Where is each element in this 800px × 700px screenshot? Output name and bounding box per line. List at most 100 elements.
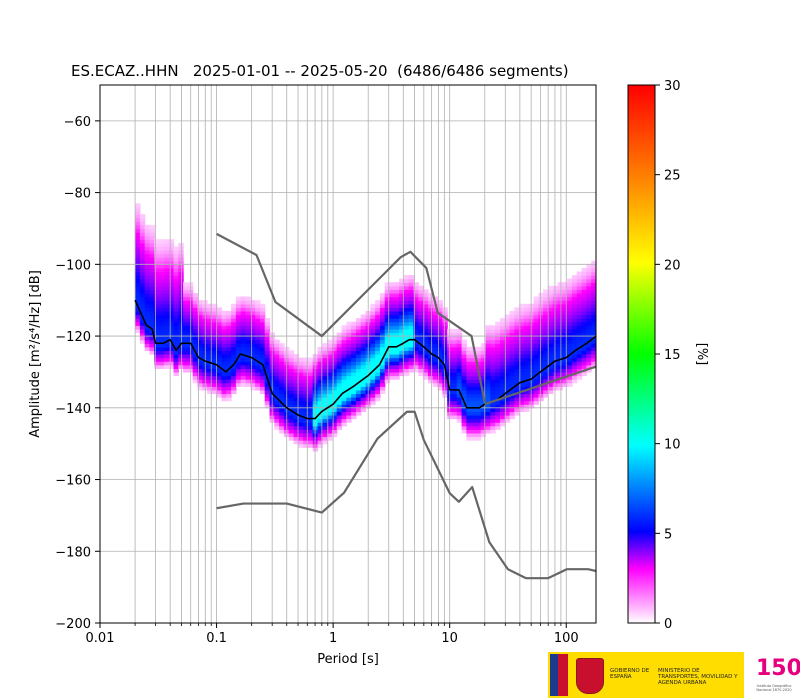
heat-cell <box>250 300 256 305</box>
heat-cell <box>509 346 515 352</box>
heat-cell <box>514 400 520 405</box>
heat-cell <box>245 368 251 373</box>
heat-cell <box>245 318 251 323</box>
heat-cell <box>591 275 596 280</box>
heat-cell <box>250 328 256 334</box>
heat-cell <box>413 350 419 355</box>
heat-cell <box>178 346 184 352</box>
heat-cell <box>552 293 559 298</box>
heat-cell <box>336 361 343 366</box>
heat-cell <box>331 375 338 380</box>
heat-cell <box>192 328 199 334</box>
heat-cell <box>514 350 520 355</box>
heat-cell <box>173 350 179 355</box>
heat-cell <box>509 361 515 366</box>
heat-cell <box>144 260 151 265</box>
heat-cell <box>279 389 285 395</box>
heat-cell <box>543 307 549 312</box>
heat-cell <box>183 314 189 319</box>
heat-cell <box>485 350 491 355</box>
heat-cell <box>341 379 347 384</box>
heat-cell <box>149 235 155 240</box>
heat-cell <box>471 425 477 430</box>
heat-cell <box>547 296 554 301</box>
heat-cell <box>442 382 448 387</box>
heat-cell <box>317 354 323 359</box>
heat-cell <box>370 318 376 323</box>
heat-cell <box>327 364 333 369</box>
heat-cell <box>231 325 237 330</box>
heat-cell <box>221 364 227 369</box>
heat-cell <box>394 300 400 305</box>
heat-cell <box>279 425 285 430</box>
heat-cell <box>576 346 583 352</box>
heat-cell <box>240 328 247 334</box>
heat-cell <box>533 368 539 373</box>
heat-cell <box>427 354 434 359</box>
heat-cell <box>207 382 213 387</box>
heat-cell <box>408 364 415 369</box>
heat-cell <box>547 343 554 348</box>
heat-cell <box>576 282 583 287</box>
heat-cell <box>341 339 347 344</box>
heat-cell <box>144 314 151 319</box>
heat-cell <box>183 300 189 305</box>
heat-cell <box>288 371 295 377</box>
heat-cell <box>351 350 357 355</box>
heat-cell <box>341 407 347 412</box>
heat-cell <box>466 397 472 402</box>
heat-cell <box>293 422 299 427</box>
heat-cell <box>307 414 314 420</box>
heat-cell <box>197 371 203 377</box>
heat-cell <box>279 343 285 348</box>
heat-cell <box>211 321 218 326</box>
heat-cell <box>509 407 515 412</box>
heat-cell <box>586 271 592 276</box>
heat-cell <box>154 321 160 326</box>
heat-cell <box>135 300 141 305</box>
heat-cell <box>154 257 160 262</box>
heat-cell <box>293 432 299 438</box>
heat-cell <box>456 364 463 369</box>
heat-cell <box>135 221 141 226</box>
heat-cell <box>456 411 463 416</box>
heat-cell <box>591 354 596 359</box>
heat-cell <box>384 343 391 348</box>
heat-cell <box>490 343 496 348</box>
heat-cell <box>437 300 443 305</box>
heat-cell <box>259 389 266 395</box>
y-axis: −200−180−160−140−120−100−80−60 <box>55 115 100 632</box>
heat-cell <box>552 354 559 359</box>
heat-cell <box>274 357 280 362</box>
heat-cell <box>139 224 146 230</box>
heat-cell <box>351 382 357 387</box>
heat-cell <box>355 397 362 402</box>
heat-cell <box>221 393 227 398</box>
heat-cell <box>543 289 549 294</box>
heat-cell <box>231 350 237 355</box>
heat-cell <box>466 436 472 441</box>
heat-cell <box>144 307 151 312</box>
heat-cell <box>341 414 347 420</box>
heat-cell <box>159 267 165 273</box>
heat-cell <box>581 289 587 294</box>
heat-cell <box>442 336 448 341</box>
heat-cell <box>403 364 410 369</box>
heat-cell <box>351 400 357 405</box>
heat-cell <box>183 364 189 369</box>
heat-cell <box>576 289 583 294</box>
heat-cell <box>303 436 309 441</box>
heat-cell <box>168 303 175 308</box>
heat-cell <box>341 411 347 416</box>
heat-cell <box>427 307 434 312</box>
heat-cell <box>423 371 429 377</box>
heat-cell <box>178 325 184 330</box>
heat-cell <box>576 325 583 330</box>
heat-cell <box>591 303 596 308</box>
heat-cell <box>144 343 151 348</box>
heat-cell <box>178 354 184 359</box>
heat-cell <box>495 386 501 391</box>
heat-cell <box>144 228 151 233</box>
heat-cell <box>183 328 189 334</box>
heat-cell <box>418 354 424 359</box>
